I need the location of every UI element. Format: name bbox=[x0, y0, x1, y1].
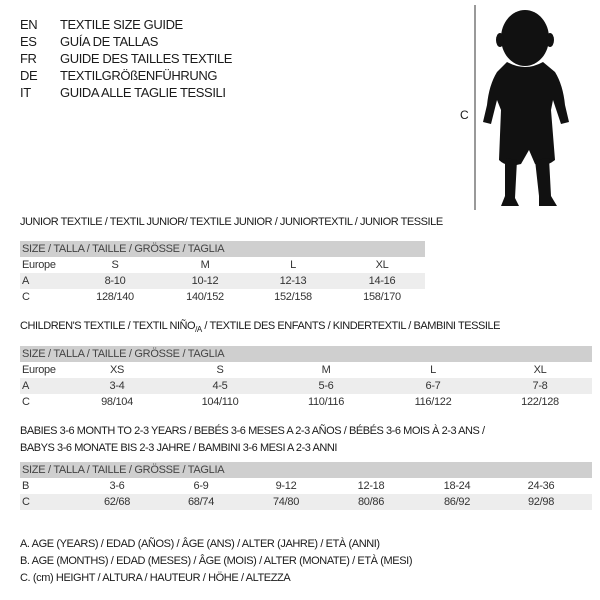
table-cell: 12-13 bbox=[279, 275, 307, 287]
table-header: SIZE / TALLA / TAILLE / GRÖSSE / TAGLIA bbox=[20, 346, 592, 362]
table-cell: XL bbox=[533, 364, 547, 376]
table-cell: S bbox=[216, 364, 224, 376]
table-cell: 3-6 bbox=[109, 480, 125, 492]
table-cell: 18-24 bbox=[443, 480, 471, 492]
language-title: GUIDA ALLE TAGLIE TESSILI bbox=[60, 85, 226, 100]
table-cell: 86/92 bbox=[443, 496, 471, 508]
babies-section-title-line2: BABYS 3-6 MONATE BIS 2-3 JAHRE / BAMBINI… bbox=[20, 442, 337, 454]
row-label: C bbox=[22, 496, 30, 508]
table-cell: 3-4 bbox=[109, 380, 125, 392]
table-cell: 140/152 bbox=[186, 291, 224, 303]
row-label: Europe bbox=[22, 259, 56, 271]
table-row: C 128/140 140/152 152/158 158/170 bbox=[20, 289, 425, 305]
table-row: C 62/68 68/74 74/80 80/86 86/92 92/98 bbox=[20, 494, 592, 510]
title-subscript: /A bbox=[195, 325, 202, 335]
junior-section-title: JUNIOR TEXTILE / TEXTIL JUNIOR/ TEXTILE … bbox=[20, 216, 443, 228]
legend-item: B. AGE (MONTHS) / EDAD (MESES) / ÂGE (MO… bbox=[20, 555, 413, 567]
table-cell: 158/170 bbox=[363, 291, 401, 303]
title-text: CHILDREN'S TEXTILE / TEXTIL NIÑO bbox=[20, 320, 196, 332]
table-cell: 6-9 bbox=[193, 480, 209, 492]
row-label: A bbox=[22, 380, 30, 392]
table-header: SIZE / TALLA / TAILLE / GRÖSSE / TAGLIA bbox=[20, 241, 425, 257]
children-size-table: SIZE / TALLA / TAILLE / GRÖSSE / TAGLIA E… bbox=[20, 346, 592, 410]
junior-size-table: SIZE / TALLA / TAILLE / GRÖSSE / TAGLIA E… bbox=[20, 241, 425, 305]
table-cell: L bbox=[290, 259, 296, 271]
babies-section-title-line1: BABIES 3-6 MONTH TO 2-3 YEARS / BEBÉS 3-… bbox=[20, 425, 485, 437]
language-code: FR bbox=[20, 51, 37, 66]
table-cell: 24-36 bbox=[527, 480, 555, 492]
table-header: SIZE / TALLA / TAILLE / GRÖSSE / TAGLIA bbox=[20, 462, 592, 478]
table-row: A 3-4 4-5 5-6 6-7 7-8 bbox=[20, 378, 592, 394]
row-label: A bbox=[22, 275, 30, 287]
language-code: EN bbox=[20, 17, 38, 32]
table-cell: 10-12 bbox=[191, 275, 219, 287]
language-title: TEXTILE SIZE GUIDE bbox=[60, 17, 183, 32]
title-text: / TEXTILE DES ENFANTS / KINDERTEXTIL / B… bbox=[201, 320, 501, 332]
table-cell: 152/158 bbox=[274, 291, 312, 303]
table-cell: S bbox=[111, 259, 119, 271]
legend-item: A. AGE (YEARS) / EDAD (AÑOS) / ÂGE (ANS)… bbox=[20, 538, 380, 550]
legend-item: C. (cm) HEIGHT / ALTURA / HAUTEUR / HÖHE… bbox=[20, 572, 291, 584]
table-cell: 104/110 bbox=[201, 396, 239, 408]
table-cell: M bbox=[321, 364, 331, 376]
table-cell: 12-18 bbox=[357, 480, 385, 492]
table-row: Europe S M L XL bbox=[20, 257, 425, 273]
child-silhouette-icon bbox=[474, 5, 569, 210]
row-label: C bbox=[22, 291, 30, 303]
table-row: A 8-10 10-12 12-13 14-16 bbox=[20, 273, 425, 289]
table-row: Europe XS S M L XL bbox=[20, 362, 592, 378]
language-title: TEXTILGRÖßENFÜHRUNG bbox=[60, 68, 218, 83]
table-cell: 74/80 bbox=[272, 496, 300, 508]
row-label: Europe bbox=[22, 364, 56, 376]
table-cell: 122/128 bbox=[521, 396, 559, 408]
table-cell: XL bbox=[375, 259, 389, 271]
language-code: DE bbox=[20, 68, 38, 83]
table-cell: 92/98 bbox=[527, 496, 555, 508]
table-cell: 98/104 bbox=[101, 396, 133, 408]
babies-size-table: SIZE / TALLA / TAILLE / GRÖSSE / TAGLIA B… bbox=[20, 462, 592, 510]
table-cell: 62/68 bbox=[103, 496, 131, 508]
language-title: GUIDE DES TAILLES TEXTILE bbox=[60, 51, 233, 66]
table-cell: 14-16 bbox=[368, 275, 396, 287]
table-cell: 128/140 bbox=[96, 291, 134, 303]
language-code: IT bbox=[20, 85, 31, 100]
table-cell: 5-6 bbox=[318, 380, 334, 392]
table-cell: XS bbox=[109, 364, 125, 376]
table-row: C 98/104 104/110 110/116 116/122 122/128 bbox=[20, 394, 592, 410]
table-cell: 4-5 bbox=[212, 380, 228, 392]
table-cell: L bbox=[430, 364, 436, 376]
table-cell: 7-8 bbox=[532, 380, 548, 392]
table-cell: 6-7 bbox=[425, 380, 441, 392]
table-cell: M bbox=[200, 259, 210, 271]
table-cell: 68/74 bbox=[187, 496, 215, 508]
table-cell: 8-10 bbox=[104, 275, 126, 287]
language-title: GUÍA DE TALLAS bbox=[60, 34, 158, 49]
children-section-title: CHILDREN'S TEXTILE / TEXTIL NIÑO/A / TEX… bbox=[20, 320, 500, 334]
row-label: B bbox=[22, 480, 30, 492]
table-row: B 3-6 6-9 9-12 12-18 18-24 24-36 bbox=[20, 478, 592, 494]
language-code: ES bbox=[20, 34, 37, 49]
row-label: C bbox=[22, 396, 30, 408]
table-cell: 110/116 bbox=[307, 396, 345, 408]
table-cell: 80/86 bbox=[357, 496, 385, 508]
table-cell: 9-12 bbox=[275, 480, 297, 492]
table-cell: 116/122 bbox=[414, 396, 452, 408]
height-label: C bbox=[460, 108, 469, 122]
